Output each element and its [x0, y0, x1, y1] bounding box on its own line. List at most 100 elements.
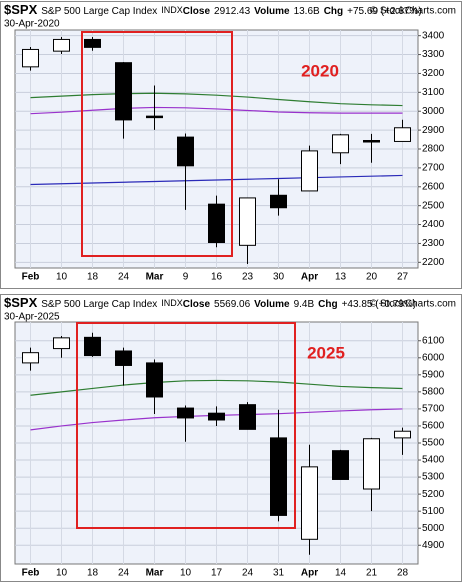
- x-tick-label: Mar: [146, 568, 164, 579]
- header-text: 9.4B: [294, 299, 315, 310]
- candle-body: [332, 450, 349, 480]
- header-text: INDX: [161, 5, 183, 15]
- header-text: INDX: [161, 298, 183, 308]
- y-tick-label: 5500: [422, 438, 445, 449]
- x-tick-label: Apr: [301, 568, 318, 579]
- y-tick-label: 5400: [422, 455, 445, 466]
- highlight-box: [81, 31, 233, 257]
- candle-body: [177, 407, 194, 419]
- x-tick-label: Mar: [146, 272, 164, 283]
- header-text: 5569.06: [214, 299, 251, 310]
- annotation: 2025: [307, 343, 345, 362]
- candle-body: [177, 136, 194, 167]
- x-tick-label: 24: [118, 568, 130, 579]
- moving-average: [30, 106, 403, 115]
- candle-body: [270, 194, 287, 209]
- candle-body: [84, 336, 101, 357]
- x-tick-label: 20: [366, 272, 378, 283]
- y-tick-label: 3100: [422, 87, 445, 98]
- x-tick-label: 21: [366, 568, 378, 579]
- y-tick-label: 5300: [422, 472, 445, 483]
- candle-body: [146, 115, 163, 119]
- y-tick-label: 2200: [422, 257, 445, 268]
- header-text: Chg: [324, 6, 343, 17]
- candle-body: [301, 466, 318, 540]
- header-text: Close: [183, 6, 211, 17]
- x-tick-label: 14: [335, 568, 347, 579]
- candle-body: [115, 350, 132, 366]
- date: 30-Apr-2025: [4, 312, 60, 323]
- candle-body: [394, 430, 411, 439]
- source: © StockCharts.com: [370, 6, 456, 17]
- candle-body: [363, 438, 380, 490]
- candle-body: [394, 127, 411, 142]
- y-tick-label: 2400: [422, 219, 445, 230]
- y-tick-label: 2900: [422, 125, 445, 136]
- header-text: S&P 500 Large Cap Index: [41, 6, 157, 17]
- y-tick-label: 5900: [422, 369, 445, 380]
- x-tick-label: Feb: [22, 568, 40, 579]
- candle-body: [332, 134, 349, 154]
- y-tick-label: 5200: [422, 489, 445, 500]
- header-text: +43.85 (+0.79%): [342, 299, 417, 310]
- annotation: 2020: [301, 61, 339, 80]
- x-tick-label: 28: [397, 568, 409, 579]
- x-tick-label: 24: [242, 568, 254, 579]
- header-text: +75.69 (+2.67%): [347, 6, 422, 17]
- x-tick-label: Feb: [22, 272, 40, 283]
- candle-body: [22, 48, 39, 68]
- x-tick-label: 24: [118, 272, 130, 283]
- x-tick-label: 23: [242, 272, 254, 283]
- source: © StockCharts.com: [370, 299, 456, 310]
- candle-body: [22, 352, 39, 364]
- y-tick-label: 2700: [422, 163, 445, 174]
- candle-body: [146, 362, 163, 398]
- highlight-box: [76, 322, 296, 529]
- candle-body: [270, 437, 287, 516]
- y-tick-label: 3200: [422, 68, 445, 79]
- candle-body: [301, 150, 318, 192]
- moving-average: [30, 174, 403, 186]
- header-text: S&P 500 Large Cap Index: [41, 299, 157, 310]
- moving-average: [30, 379, 403, 396]
- y-tick-label: 6000: [422, 352, 445, 363]
- header-text: 2912.43: [214, 6, 251, 17]
- y-tick-label: 5000: [422, 523, 445, 534]
- header-text: Chg: [318, 299, 337, 310]
- candle-body: [208, 412, 225, 421]
- x-tick-label: 10: [56, 272, 68, 283]
- candle-body: [239, 404, 256, 430]
- header-text: Volume: [254, 6, 290, 17]
- y-tick-label: 4900: [422, 540, 445, 551]
- candle-body: [53, 38, 70, 52]
- y-tick-label: 2500: [422, 200, 445, 211]
- header-text: $SPX: [4, 2, 38, 17]
- candle-body: [53, 337, 70, 350]
- x-tick-label: 9: [183, 272, 189, 283]
- x-tick-label: 10: [56, 568, 68, 579]
- y-tick-label: 2800: [422, 144, 445, 155]
- x-tick-label: 18: [87, 272, 99, 283]
- date: 30-Apr-2020: [4, 19, 60, 30]
- x-tick-label: 30: [273, 272, 285, 283]
- y-tick-label: 2300: [422, 238, 445, 249]
- y-tick-label: 2600: [422, 181, 445, 192]
- x-tick-label: 16: [211, 272, 223, 283]
- candle-body: [363, 140, 380, 143]
- moving-average: [30, 92, 403, 107]
- candle-body: [84, 38, 101, 48]
- y-tick-label: 6100: [422, 335, 445, 346]
- candle-body: [115, 62, 132, 121]
- y-tick-label: 5700: [422, 404, 445, 415]
- header-text: Volume: [254, 299, 290, 310]
- header-title: $SPX S&P 500 Large Cap Index INDXClose 2912…: [4, 2, 422, 17]
- candle-body: [208, 203, 225, 243]
- header-text: $SPX: [4, 295, 38, 310]
- y-tick-label: 3000: [422, 106, 445, 117]
- y-tick-label: 5100: [422, 506, 445, 517]
- y-tick-label: 5600: [422, 421, 445, 432]
- x-tick-label: 17: [211, 568, 223, 579]
- x-tick-label: 31: [273, 568, 285, 579]
